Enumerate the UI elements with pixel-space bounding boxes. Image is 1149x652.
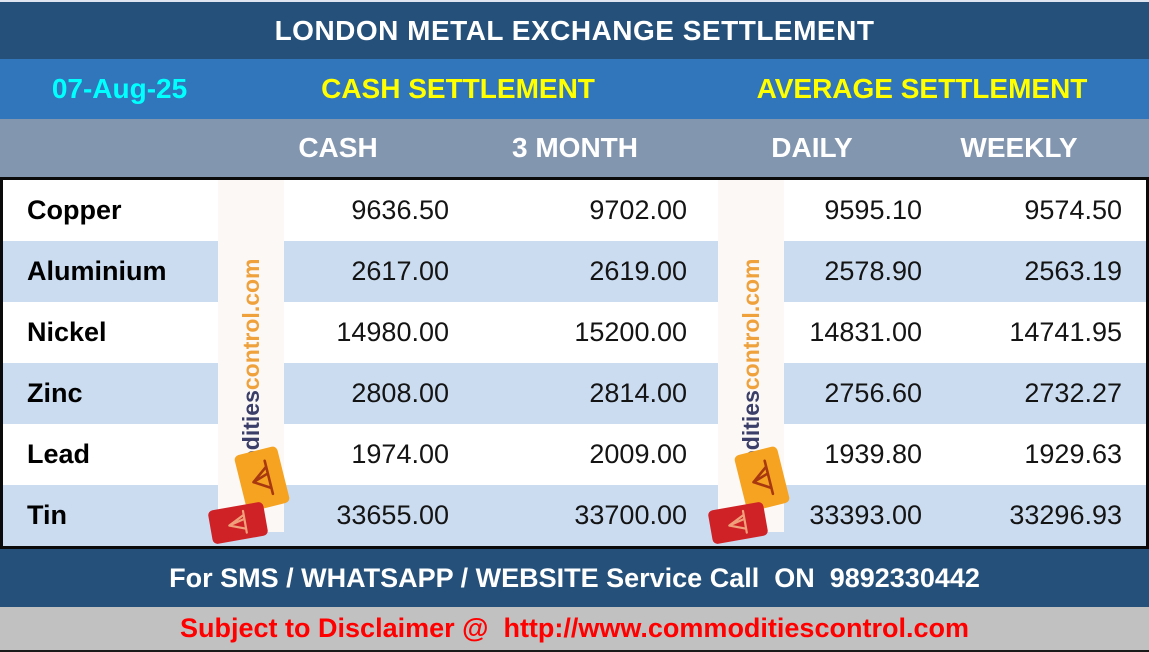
weekly-average-value: 1929.63 xyxy=(1024,439,1122,469)
column-header-3month: 3 MONTH xyxy=(512,132,638,163)
daily-average-value: 2578.90 xyxy=(824,256,922,286)
weekly-average-value: 14741.95 xyxy=(1009,317,1122,347)
weekly-average-value: 2732.27 xyxy=(1024,378,1122,408)
price-table: Copper 9636.50 9702.00 9595.10 9574.50 A… xyxy=(0,177,1149,549)
date-label: 07-Aug-25 xyxy=(51,73,188,104)
watermark-text-orange: control.com xyxy=(737,258,764,391)
weekly-average-value: 9574.50 xyxy=(1024,195,1122,225)
cash-value: 2808.00 xyxy=(351,378,449,408)
table-row-aluminium: Aluminium 2617.00 2619.00 2578.90 2563.1… xyxy=(3,241,1146,302)
column-header-row: CASH 3 MONTH DAILY WEEKLY xyxy=(0,119,1149,177)
commoditiescontrol-logo-icon xyxy=(707,445,792,545)
three-month-value: 2619.00 xyxy=(589,256,687,286)
cash-settlement-group-header: CASH SETTLEMENT xyxy=(321,73,595,104)
column-header-daily: DAILY xyxy=(771,132,853,163)
metal-name: Tin xyxy=(27,500,67,530)
logo-kite-glyph xyxy=(728,509,748,534)
page-title: LONDON METAL EXCHANGE SETTLEMENT xyxy=(0,2,1149,59)
weekly-average-value: 33296.93 xyxy=(1009,500,1122,530)
table-row-copper: Copper 9636.50 9702.00 9595.10 9574.50 xyxy=(3,180,1146,241)
group-header-row: 07-Aug-25 CASH SETTLEMENT AVERAGE SETTLE… xyxy=(0,59,1149,119)
metal-name: Aluminium xyxy=(27,256,167,286)
three-month-value: 15200.00 xyxy=(574,317,687,347)
cash-value: 14980.00 xyxy=(336,317,449,347)
cash-value: 33655.00 xyxy=(336,500,449,530)
table-row-zinc: Zinc 2808.00 2814.00 2756.60 2732.27 xyxy=(3,363,1146,424)
metal-name: Zinc xyxy=(27,378,83,408)
metal-name: Nickel xyxy=(27,317,107,347)
cash-value: 1974.00 xyxy=(351,439,449,469)
commoditiescontrol-logo-icon xyxy=(207,445,292,545)
table-row-lead: Lead 1974.00 2009.00 1939.80 1929.63 xyxy=(3,424,1146,485)
cash-value: 9636.50 xyxy=(351,195,449,225)
logo-orange-block xyxy=(233,445,291,513)
weekly-average-value: 2563.19 xyxy=(1024,256,1122,286)
three-month-value: 9702.00 xyxy=(589,195,687,225)
three-month-value: 33700.00 xyxy=(574,500,687,530)
average-settlement-group-header: AVERAGE SETTLEMENT xyxy=(756,73,1088,104)
cash-value: 2617.00 xyxy=(351,256,449,286)
table-row-tin: Tin 33655.00 33700.00 33393.00 33296.93 xyxy=(3,485,1146,546)
logo-kite-glyph xyxy=(252,459,275,496)
daily-average-value: 33393.00 xyxy=(809,500,922,530)
table-row-nickel: Nickel 14980.00 15200.00 14831.00 14741.… xyxy=(3,302,1146,363)
watermark-strip: commoditiescontrol.com xyxy=(707,180,791,545)
logo-kite-glyph xyxy=(228,509,248,534)
daily-average-value: 14831.00 xyxy=(809,317,922,347)
watermark-strip: commoditiescontrol.com xyxy=(207,180,291,545)
metal-name: Copper xyxy=(27,195,122,225)
daily-average-value: 9595.10 xyxy=(824,195,922,225)
logo-orange-block xyxy=(733,445,791,513)
logo-kite-glyph xyxy=(752,459,775,496)
logo-red-block xyxy=(707,501,769,545)
three-month-value: 2814.00 xyxy=(589,378,687,408)
metal-name: Lead xyxy=(27,439,91,469)
disclaimer-link[interactable]: Subject to Disclaimer @ http://www.commo… xyxy=(0,607,1149,652)
three-month-value: 2009.00 xyxy=(589,439,687,469)
service-contact-banner: For SMS / WHATSAPP / WEBSITE Service Cal… xyxy=(0,549,1149,607)
logo-red-block xyxy=(207,501,269,545)
daily-average-value: 1939.80 xyxy=(824,439,922,469)
watermark-text-orange: control.com xyxy=(237,258,264,391)
daily-average-value: 2756.60 xyxy=(824,378,922,408)
column-header-cash: CASH xyxy=(298,132,378,163)
column-header-weekly: WEEKLY xyxy=(960,132,1078,163)
